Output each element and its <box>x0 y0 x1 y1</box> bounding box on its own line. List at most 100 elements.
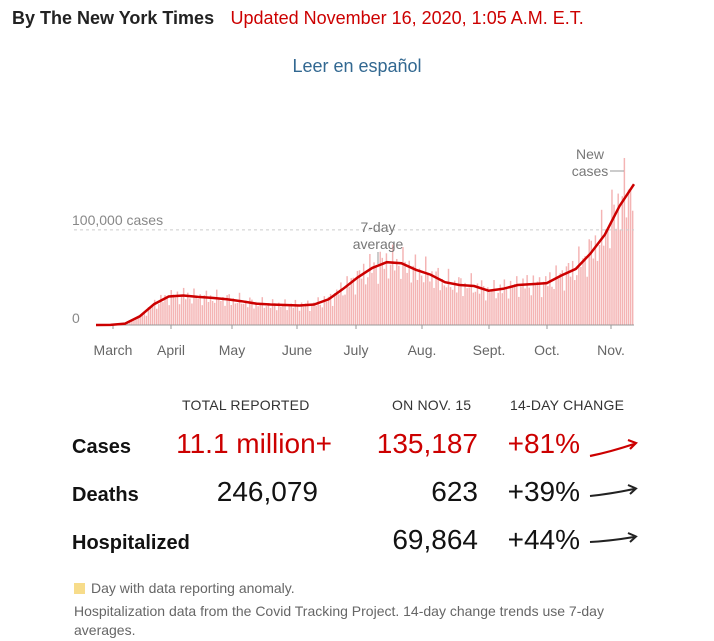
daily-case-bar <box>230 304 232 325</box>
anomaly-swatch <box>74 583 85 594</box>
daily-case-bar <box>315 305 317 325</box>
footer-note: Hospitalization data from the Covid Trac… <box>74 603 604 638</box>
byline: By The New York Times <box>12 8 215 28</box>
daily-case-bar <box>462 296 464 325</box>
daily-case-bar <box>213 302 216 325</box>
daily-case-bar <box>422 282 425 325</box>
daily-case-bar <box>365 284 367 325</box>
daily-case-bar <box>418 268 421 325</box>
daily-case-bar <box>497 292 499 325</box>
daily-case-bar <box>613 204 615 325</box>
daily-case-bar <box>346 276 348 325</box>
daily-case-bar <box>284 299 286 325</box>
daily-case-bar <box>474 291 477 325</box>
daily-case-bar <box>505 287 508 325</box>
daily-case-bar <box>294 299 297 325</box>
daily-case-bar <box>408 260 410 325</box>
daily-case-bar <box>449 287 452 325</box>
deaths-total: 246,079 <box>216 476 318 507</box>
daily-case-bar <box>609 248 611 325</box>
daily-case-bar <box>470 273 472 325</box>
daily-case-bar <box>631 210 634 325</box>
daily-case-bar <box>445 287 448 325</box>
daily-case-bar <box>267 303 270 325</box>
average-annotation-text: 7-day <box>360 219 395 235</box>
daily-case-bar <box>499 284 501 325</box>
daily-case-bar <box>244 300 247 325</box>
daily-case-bar <box>218 299 220 325</box>
daily-case-bar <box>485 300 487 325</box>
daily-case-bar <box>232 298 235 325</box>
daily-case-bar <box>261 297 264 325</box>
daily-case-bar <box>607 227 609 325</box>
daily-case-bar <box>273 303 276 325</box>
daily-case-bar <box>135 319 137 325</box>
daily-case-bar <box>524 288 526 325</box>
daily-case-bar <box>451 289 454 325</box>
daily-case-bar <box>358 270 361 325</box>
daily-case-bar <box>127 322 129 325</box>
daily-case-bar <box>162 302 164 325</box>
daily-case-bar <box>416 279 419 325</box>
daily-case-bar <box>271 299 274 325</box>
daily-case-bar <box>435 271 437 325</box>
daily-case-bar <box>207 301 210 325</box>
daily-case-bar <box>538 277 541 325</box>
daily-case-bar <box>251 299 253 325</box>
daily-case-bar <box>176 291 179 325</box>
spanish-link[interactable]: Leer en español <box>292 56 422 76</box>
daily-case-bar <box>259 304 261 325</box>
daily-case-bar <box>249 297 251 325</box>
header-total-reported: TOTAL REPORTED <box>182 397 310 413</box>
daily-case-bar <box>187 292 189 325</box>
daily-case-bar <box>387 278 390 325</box>
daily-case-bar <box>160 294 162 325</box>
daily-case-bar <box>321 307 324 325</box>
daily-case-bar <box>156 308 158 325</box>
daily-case-bar <box>220 300 222 325</box>
daily-cases-bars <box>96 157 634 325</box>
daily-case-bar <box>216 289 218 325</box>
daily-case-bar <box>340 282 342 325</box>
daily-case-bar <box>569 276 572 325</box>
daily-case-bar <box>269 308 272 325</box>
hospitalized-label: Hospitalized <box>72 532 190 554</box>
daily-case-bar <box>182 287 185 325</box>
daily-case-bar <box>302 306 305 325</box>
daily-case-bar <box>528 287 530 325</box>
daily-case-bar <box>400 278 402 325</box>
daily-case-bar <box>396 258 398 325</box>
daily-case-bar <box>429 281 431 325</box>
daily-case-bar <box>439 290 441 325</box>
daily-case-bar <box>191 303 193 325</box>
daily-case-bar <box>164 295 166 325</box>
cases-total: 11.1 million+ <box>176 428 332 459</box>
daily-case-bar <box>338 294 340 325</box>
daily-case-bar <box>453 280 456 325</box>
daily-case-bar <box>600 209 603 325</box>
daily-case-bar <box>588 239 590 325</box>
daily-case-bar <box>184 299 187 325</box>
deaths-change: +39% <box>507 476 580 507</box>
daily-case-bar <box>290 303 292 325</box>
daily-case-bar <box>507 298 510 325</box>
daily-case-bar <box>222 296 224 325</box>
daily-case-bar <box>170 290 172 325</box>
daily-case-bar <box>602 245 605 325</box>
daily-case-bar <box>522 278 524 325</box>
daily-case-bar <box>238 292 241 325</box>
daily-case-bar <box>286 310 288 325</box>
cases-chart: 100,000 cases 0 March April May June July Aug… <box>72 146 636 358</box>
daily-case-bar <box>158 304 160 325</box>
daily-case-bar <box>530 295 533 325</box>
daily-case-bar <box>586 276 588 325</box>
daily-case-bar <box>307 300 309 325</box>
daily-case-bar <box>344 294 346 325</box>
daily-case-bar <box>414 254 417 325</box>
average-annotation-text: average <box>353 236 404 252</box>
hospitalized-trend-arrow-icon <box>589 532 638 543</box>
daily-case-bar <box>516 276 518 325</box>
daily-case-bar <box>549 272 551 325</box>
cases-change: +81% <box>507 428 580 459</box>
